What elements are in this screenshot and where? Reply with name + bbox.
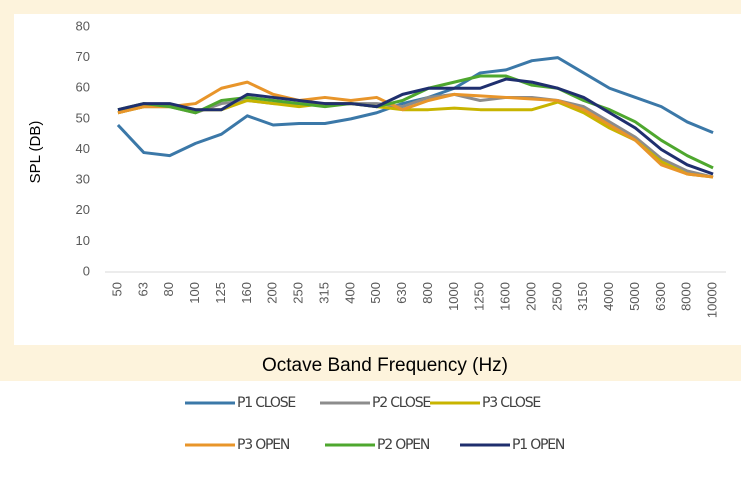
x-tick-label: 6300 (653, 282, 668, 311)
y-tick-label: 10 (76, 233, 90, 248)
top-band (0, 0, 741, 14)
x-tick-label: 10000 (705, 282, 720, 318)
y-tick-label: 50 (76, 110, 90, 125)
x-tick-label: 160 (239, 282, 254, 304)
x-tick-label: 3150 (575, 282, 590, 311)
x-tick-label: 250 (291, 282, 306, 304)
legend-label: P3 OPEN (237, 437, 290, 453)
legend-label: P2 OPEN (377, 437, 430, 453)
x-tick-label: 500 (368, 282, 383, 304)
y-tick-label: 40 (76, 141, 90, 156)
x-tick-label: 8000 (679, 282, 694, 311)
x-tick-label: 400 (342, 282, 357, 304)
legend-label: P1 CLOSE (237, 395, 295, 411)
x-tick-label: 100 (187, 282, 202, 304)
y-tick-label: 0 (83, 263, 90, 278)
y-tick-label: 20 (76, 202, 90, 217)
x-tick-label: 2000 (523, 282, 538, 311)
x-tick-label: 1250 (472, 282, 487, 311)
x-tick-label: 1600 (498, 282, 513, 311)
series-line (117, 80, 714, 179)
legend-label: P1 OPEN (512, 437, 565, 453)
series-line (117, 77, 714, 176)
series-line (117, 92, 714, 179)
x-tick-label: 1000 (446, 282, 461, 311)
y-axis-label: SPL (DB) (27, 121, 44, 184)
x-tick-label: 630 (394, 282, 409, 304)
y-tick-label: 70 (76, 49, 90, 64)
x-tick-label: 800 (420, 282, 435, 304)
x-tick-label: 315 (316, 282, 331, 304)
y-tick-label: 60 (76, 80, 90, 95)
ylabel-box (20, 92, 52, 212)
x-axis-label: Octave Band Frequency (Hz) (262, 355, 508, 376)
xlabel-band (0, 345, 741, 381)
legend-label: P2 CLOSE (372, 395, 430, 411)
x-tick-label: 50 (109, 282, 124, 296)
x-tick-label: 5000 (627, 282, 642, 311)
x-tick-label: 4000 (601, 282, 616, 311)
x-tick-label: 125 (213, 282, 228, 304)
legend-label: P3 CLOSE (482, 395, 540, 411)
x-tick-label: 200 (265, 282, 280, 304)
y-tick-label: 30 (76, 172, 90, 187)
x-tick-label: 80 (161, 282, 176, 296)
left-band (0, 0, 14, 345)
series-line (117, 74, 714, 170)
y-tick-label: 80 (76, 18, 90, 33)
x-tick-label: 63 (135, 282, 150, 296)
x-tick-label: 2500 (549, 282, 564, 311)
